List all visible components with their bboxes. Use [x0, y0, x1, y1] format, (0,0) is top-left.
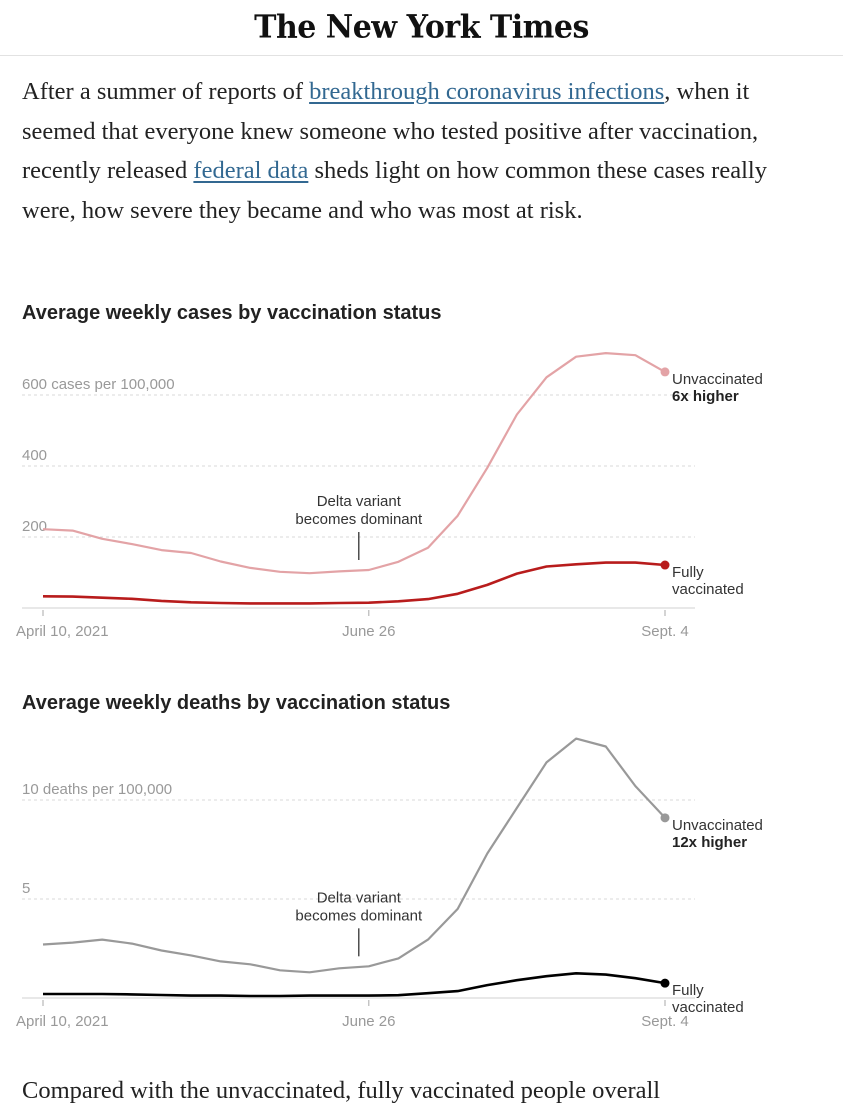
x-tick-label: Sept. 4: [641, 623, 689, 640]
federal-data-link[interactable]: federal data: [193, 157, 309, 184]
series-label: Fully: [672, 982, 704, 999]
x-tick-label: June 26: [342, 1013, 395, 1030]
y-tick-label: 600 cases per 100,000: [22, 376, 175, 393]
delta-annotation-label: Delta variant: [317, 493, 402, 510]
cases-unvaccinated-point: [660, 367, 670, 377]
delta-annotation-label: becomes dominant: [295, 511, 423, 528]
series-label: Unvaccinated: [672, 817, 763, 834]
series-annotation: 12x higher: [672, 834, 747, 851]
body-paragraph: Compared with the unvaccinated, fully va…: [22, 1077, 661, 1104]
lede-paragraph: After a summer of reports of breakthroug…: [22, 72, 822, 230]
deaths-fully-vaccinated-line: [43, 972, 666, 998]
lede-text: , when it seemed that everyone knew some…: [22, 78, 759, 184]
x-tick-label: June 26: [342, 623, 395, 640]
series-annotation: 6x higher: [672, 388, 739, 405]
x-tick-label: April 10, 2021: [16, 623, 109, 640]
y-tick-label: 5: [22, 880, 30, 897]
deaths-unvaccinated-point: [660, 813, 670, 823]
cases-chart-title: Average weekly cases by vaccination stat…: [22, 302, 442, 324]
series-label: vaccinated: [672, 999, 744, 1016]
masthead: The New York Times: [0, 0, 843, 56]
y-tick-label: 400: [22, 447, 47, 464]
lede-text: sheds light on how common these cases re…: [22, 157, 767, 224]
y-tick-label: 10 deaths per 100,000: [22, 781, 172, 798]
cases-fully-vaccinated-point: [660, 560, 670, 570]
deaths-chart-title: Average weekly deaths by vaccination sta…: [22, 692, 451, 714]
x-tick-label: April 10, 2021: [16, 1013, 109, 1030]
cases-unvaccinated-line: [42, 352, 666, 575]
breakthrough-infections-link[interactable]: breakthrough coronavirus infections: [309, 78, 665, 105]
deaths-fully-vaccinated-point: [660, 978, 670, 988]
nyt-logo[interactable]: The New York Times: [254, 9, 589, 46]
x-tick-label: Sept. 4: [641, 1013, 689, 1030]
cases-fully-vaccinated-line: [42, 561, 666, 605]
delta-annotation-label: becomes dominant: [295, 907, 423, 924]
series-label: Fully: [672, 564, 704, 581]
deaths-chart: 5 10 deaths per 100,000 April 10, 2021 June…: [16, 737, 763, 1030]
cases-chart: 200 400 600 cases per 100,000 April 10, 202…: [16, 352, 763, 640]
series-label: Unvaccinated: [672, 371, 763, 388]
delta-annotation-label: Delta variant: [317, 889, 402, 906]
deaths-unvaccinated-line: [42, 737, 666, 974]
y-tick-label: 200: [22, 518, 47, 535]
lede-text: After a summer of reports of: [22, 78, 310, 105]
series-label: vaccinated: [672, 581, 744, 598]
